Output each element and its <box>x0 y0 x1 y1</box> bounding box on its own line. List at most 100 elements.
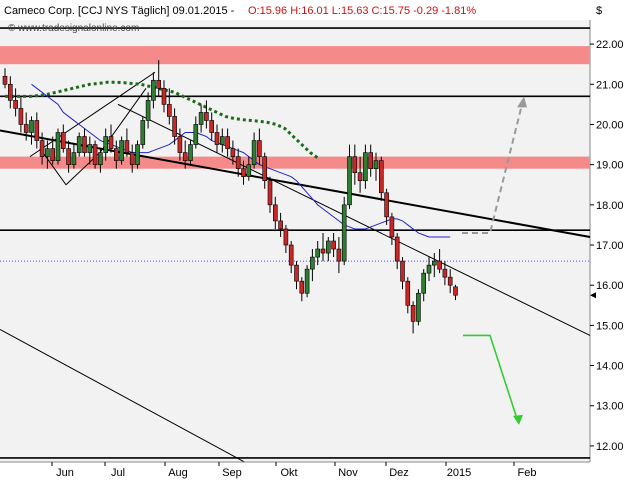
candle-body <box>151 79 156 101</box>
y-tick-label: 17.00 <box>596 240 624 252</box>
candle <box>140 116 146 149</box>
chart-title: Cameco Corp. [CCJ NYS Täglich] 09.01.201… <box>4 5 235 17</box>
candle-body <box>235 156 241 169</box>
candle-body <box>167 104 172 117</box>
candle-body <box>389 216 395 238</box>
candle <box>331 232 336 258</box>
candle-body <box>108 136 114 149</box>
x-tick-label: Okt <box>280 467 297 479</box>
candle <box>167 88 172 125</box>
candle <box>161 80 167 113</box>
candle-body <box>220 136 225 145</box>
candle <box>373 152 379 181</box>
moving-average-short <box>31 83 451 238</box>
candle-body <box>310 256 315 270</box>
candle <box>2 68 8 89</box>
candle-body <box>98 152 103 165</box>
candle <box>182 140 188 169</box>
candle-body <box>421 272 427 294</box>
candle <box>251 132 257 169</box>
candle <box>325 236 331 262</box>
candle-body <box>230 148 236 157</box>
candle <box>220 128 225 153</box>
candle-body <box>378 160 384 194</box>
y-tick-label: 14.00 <box>596 361 624 373</box>
resistance-zone-1 <box>0 156 590 169</box>
candle-body <box>2 75 8 85</box>
candle-body <box>140 120 146 145</box>
candle-body <box>188 144 193 161</box>
candle-body <box>416 292 421 322</box>
candle <box>50 136 56 165</box>
x-tick-label: Jun <box>56 467 74 479</box>
triangle-upper-line <box>29 71 156 158</box>
candle-body <box>431 260 437 266</box>
candle <box>320 232 326 262</box>
candle <box>60 124 66 153</box>
candle-body <box>76 136 82 153</box>
candle-body <box>283 228 289 246</box>
candle-body <box>405 280 411 306</box>
candle <box>82 128 87 157</box>
candle <box>294 261 299 290</box>
candle-body <box>23 124 29 133</box>
candle <box>235 148 241 177</box>
candle <box>45 140 50 169</box>
candle <box>87 136 93 165</box>
candle <box>272 196 278 229</box>
candle-body <box>315 248 321 258</box>
candle <box>389 212 395 246</box>
candle <box>278 212 283 237</box>
candle <box>347 144 352 209</box>
candle-body <box>341 204 347 262</box>
candle-body <box>267 180 273 206</box>
candle-body <box>71 152 77 165</box>
candle-body <box>262 156 268 182</box>
candle-body <box>50 148 56 161</box>
candle <box>431 253 437 278</box>
candle <box>405 277 411 314</box>
candle <box>246 156 252 181</box>
candle <box>23 112 29 141</box>
y-tick-label: 15.00 <box>596 320 624 332</box>
candle <box>214 124 220 153</box>
candle-body <box>400 260 405 282</box>
candle-body <box>437 260 442 270</box>
candle-body <box>39 140 45 157</box>
candle-body <box>394 236 400 262</box>
candle <box>230 140 236 165</box>
candle <box>76 132 82 157</box>
y-tick-label: 19.00 <box>596 160 624 172</box>
trendline-lower-channel <box>0 328 279 480</box>
candle-body <box>304 268 310 294</box>
candle-body <box>198 112 204 125</box>
candle-body <box>82 136 87 153</box>
candle <box>453 284 458 301</box>
time-axis-area <box>0 462 630 480</box>
candle-body <box>156 79 161 89</box>
candle <box>447 269 453 294</box>
candle-body <box>87 144 93 153</box>
currency-symbol: $ <box>596 5 602 17</box>
candle <box>363 144 368 189</box>
candle-body <box>103 136 108 153</box>
trendline-main-downtrend <box>0 129 591 238</box>
candle-body <box>55 132 61 161</box>
candle-body <box>325 240 331 254</box>
candle <box>410 301 416 334</box>
candle-body <box>145 100 151 121</box>
candle-body <box>246 164 252 178</box>
candle-body <box>60 132 66 149</box>
candle <box>129 144 135 173</box>
candle-body <box>257 140 262 157</box>
candle <box>378 156 384 201</box>
candle <box>209 112 214 141</box>
candle <box>145 92 151 129</box>
candle <box>310 249 315 282</box>
candle-body <box>272 204 278 222</box>
candle-body <box>363 152 368 182</box>
candle <box>368 144 374 177</box>
candle-body <box>225 136 230 149</box>
resistance-zone-0 <box>0 46 590 65</box>
projection-up-arrowhead <box>517 96 527 108</box>
